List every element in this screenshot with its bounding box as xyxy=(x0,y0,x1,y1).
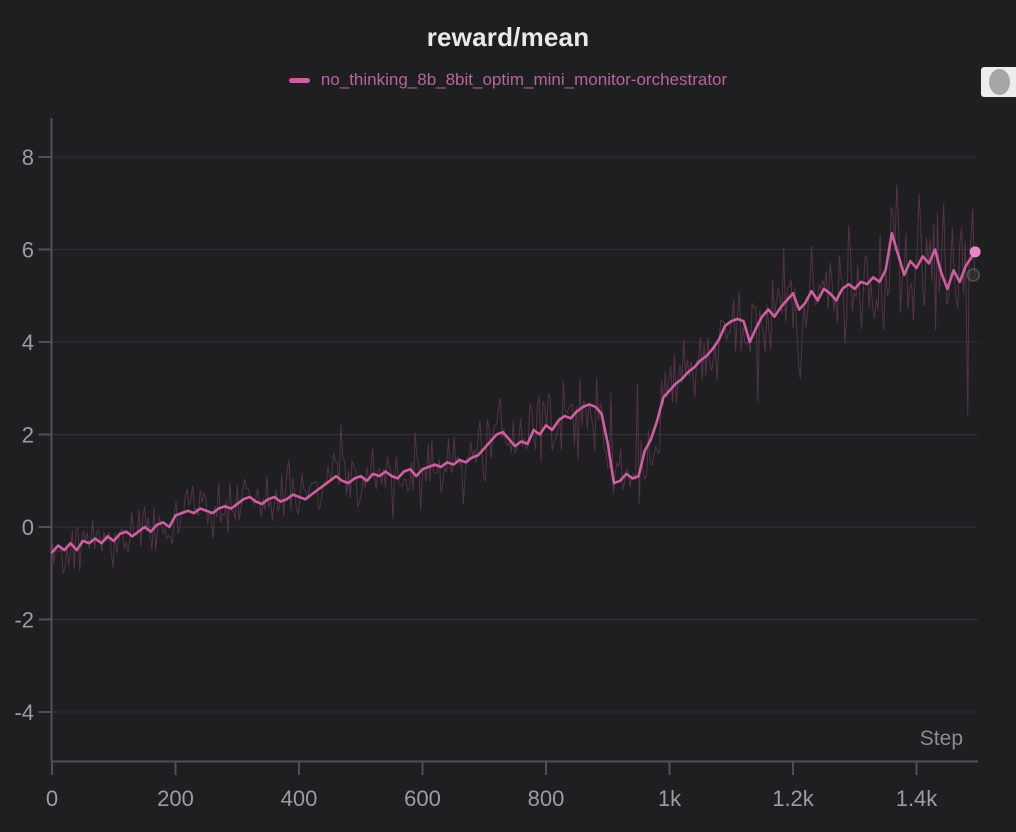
circle-icon xyxy=(989,69,1010,95)
y-tick-label: 0 xyxy=(22,515,34,540)
y-tick-label: 4 xyxy=(22,330,34,355)
ghost-end-point-marker xyxy=(966,268,981,282)
x-tick-label: 200 xyxy=(157,786,194,811)
x-tick-label: 400 xyxy=(281,786,318,811)
x-axis-title: Step xyxy=(919,727,963,750)
raw-series-path xyxy=(51,184,975,574)
x-tick-label: 1k xyxy=(658,786,682,811)
end-point-marker xyxy=(969,246,981,258)
smoothed-series-path xyxy=(50,232,977,554)
x-tick-label: 1.2k xyxy=(772,786,815,811)
x-tick-label: 0 xyxy=(46,786,58,811)
chart-title: reward/mean xyxy=(426,22,590,52)
y-tick-label: 8 xyxy=(22,145,34,170)
floating-panel-button[interactable] xyxy=(981,67,1016,97)
legend-item[interactable]: no_thinking_8b_8bit_optim_mini_monitor-o… xyxy=(0,69,1016,91)
x-tick-label: 1.4k xyxy=(896,786,939,811)
x-tick-label: 600 xyxy=(404,786,441,811)
series-color-dash-icon xyxy=(288,77,310,83)
y-tick-label: 2 xyxy=(22,423,34,448)
y-tick-label: 6 xyxy=(22,238,34,263)
legend-series-label: no_thinking_8b_8bit_optim_mini_monitor-o… xyxy=(320,70,728,89)
y-tick-label: -4 xyxy=(14,700,34,725)
y-tick-label: -2 xyxy=(14,608,34,633)
x-tick-label: 800 xyxy=(528,786,565,811)
